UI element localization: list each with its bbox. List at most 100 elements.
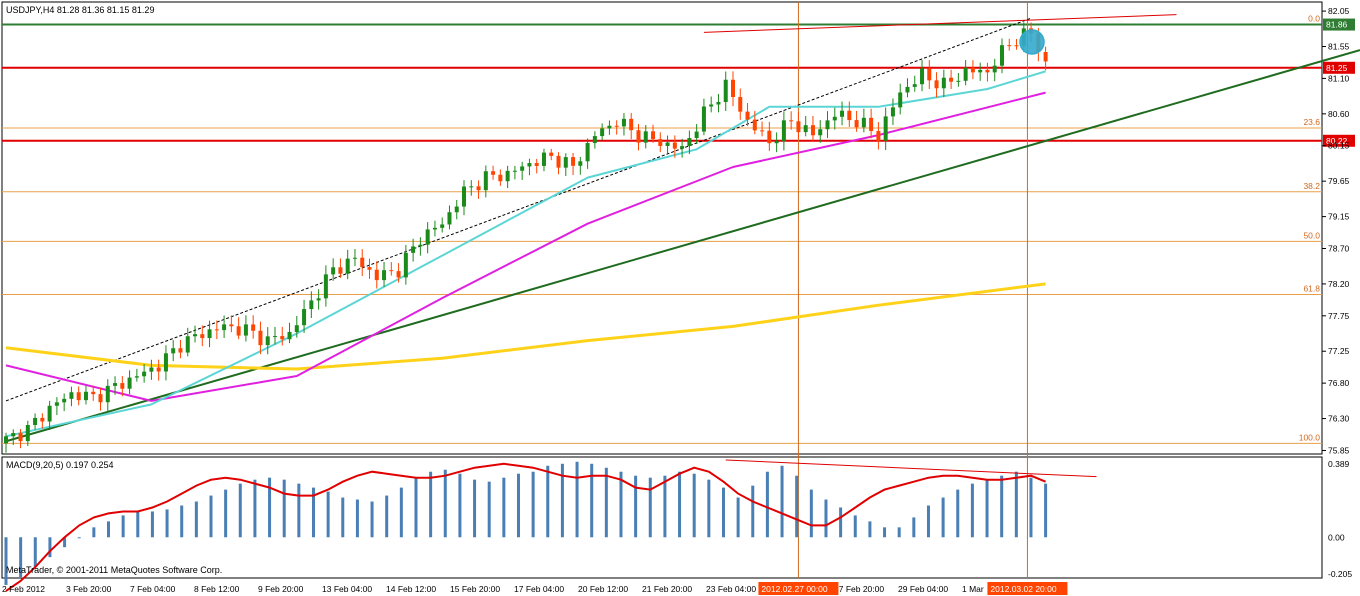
fib-label-38-2: 38.2 [1303, 181, 1320, 191]
time-tick-label: 17 Feb 04:00 [514, 584, 564, 594]
candle-body [716, 102, 721, 105]
candle-body [840, 110, 845, 117]
candle-body [651, 131, 656, 140]
candle-body [592, 136, 597, 144]
candle-body [214, 329, 219, 331]
candle-body [941, 77, 946, 89]
candle-body [229, 324, 234, 327]
price-tag-label-81-86: 81.86 [1326, 20, 1348, 30]
time-tick-label: 8 Feb 12:00 [194, 584, 240, 594]
candle-body [83, 391, 88, 401]
macd-bar [897, 527, 901, 538]
candle-body [999, 45, 1004, 66]
axes: 82.05 81.55 81.10 80.60 80.15 79.65 79.15 78.70… [2, 6, 1352, 595]
candle-body [803, 125, 808, 133]
candle-body [352, 257, 357, 259]
candle-body [578, 161, 583, 166]
candle-body [745, 111, 750, 120]
ma-fast-line [5, 70, 1046, 438]
time-tick-label: 2 Feb 2012 [2, 584, 45, 594]
candle-body [898, 92, 903, 108]
macd-divergence-line [725, 459, 1097, 478]
candle-body [338, 267, 343, 274]
candle-body [105, 385, 110, 403]
macd-bar [1014, 471, 1018, 538]
macd-bar [48, 537, 52, 558]
candle-body [992, 65, 997, 73]
ma-mid-line [5, 91, 1046, 402]
channel-dashed-line[interactable] [5, 17, 1032, 402]
macd-bar [106, 521, 110, 538]
candle-body [571, 157, 576, 166]
time-tick-label: 9 Feb 20:00 [258, 584, 304, 594]
time-tick-label: 14 Feb 12:00 [386, 584, 436, 594]
macd-bar [63, 537, 67, 548]
time-tick-label: 1 Mar [962, 584, 984, 594]
price-tag-label-80-22: 80.22 [1326, 136, 1348, 146]
price-tick-label: 78.70 [1328, 243, 1350, 253]
macd-bar [765, 471, 769, 538]
fib-label-61-8: 61.8 [1303, 284, 1320, 294]
candle-body [207, 329, 212, 339]
candle-body [869, 117, 874, 132]
candle-body [265, 336, 270, 346]
resistance-trendline[interactable] [703, 14, 1177, 33]
price-tick-label: 81.55 [1328, 42, 1350, 52]
macd-bar [546, 465, 550, 538]
candle-body [418, 244, 423, 247]
macd-bar [238, 483, 242, 538]
macd-bar [736, 497, 740, 538]
macd-bar [150, 511, 154, 538]
candle-body [752, 119, 757, 131]
macd-bar [590, 463, 594, 538]
time-tick-label: 20 Feb 12:00 [578, 584, 628, 594]
candle-body [432, 227, 437, 230]
candle-body [294, 325, 299, 332]
macd-bar [926, 505, 930, 538]
macd-bar [194, 501, 198, 538]
trendlines[interactable] [5, 14, 1360, 443]
candle-body [236, 326, 241, 336]
trendline-support[interactable] [5, 49, 1360, 443]
macd-bar [502, 477, 506, 538]
macd-bar [282, 479, 286, 538]
time-highlight-1: 2012.02.27 00:00 [761, 584, 827, 594]
candle-body [389, 270, 394, 272]
candle-body [193, 334, 198, 337]
macd-bar [341, 497, 345, 538]
candle-body [585, 143, 590, 162]
macd-bar [531, 471, 535, 538]
candle-body [832, 116, 837, 121]
fib-retracement[interactable]: 0.0 23.6 38.2 50.0 61.8 100.0 [2, 14, 1322, 444]
candle-body [498, 174, 503, 182]
candle-body [1043, 52, 1048, 62]
candle-body [185, 336, 190, 353]
macd-bar [809, 489, 813, 538]
macd-bar [941, 497, 945, 538]
candle-body [658, 139, 663, 146]
candle-body [949, 77, 954, 82]
copyright-text: MetaTrader, © 2001-2011 MetaQuotes Softw… [6, 565, 222, 575]
macd-bar [721, 487, 725, 538]
candle-body [636, 130, 641, 143]
candle-body [11, 433, 16, 437]
macd-bar [883, 527, 887, 538]
candle-body [861, 117, 866, 128]
candle-body [280, 336, 285, 340]
candle-body [556, 155, 561, 168]
macd-bar [956, 489, 960, 538]
candle-body [54, 402, 59, 406]
candle-body [563, 157, 568, 168]
candle-body [847, 110, 852, 121]
macd-bar [370, 501, 374, 538]
symbol-header: USDJPY,H4 81.28 81.36 81.15 81.29 [6, 5, 154, 15]
macd-bar [1000, 475, 1004, 538]
candle-body [970, 67, 975, 73]
candle-body [912, 84, 917, 87]
time-tick-label: 23 Feb 04:00 [706, 584, 756, 594]
macd-bar [253, 479, 257, 538]
macd-bar [268, 477, 272, 538]
candle-body [854, 120, 859, 128]
macd-tick-label: 0.389 [1328, 459, 1350, 469]
